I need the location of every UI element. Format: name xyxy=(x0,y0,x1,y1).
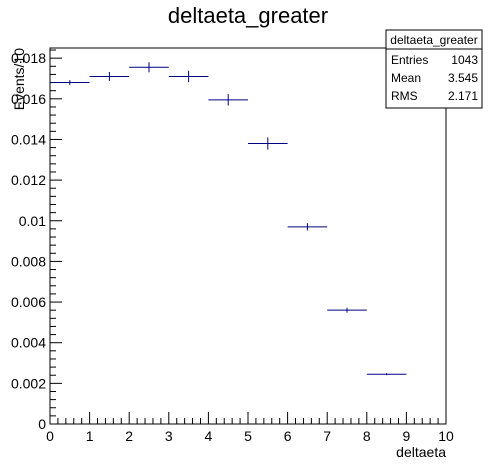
y-tick-label: 0.014 xyxy=(11,131,46,147)
data-point xyxy=(129,62,169,73)
y-tick-label: 0.006 xyxy=(11,294,46,310)
x-tick-label: 0 xyxy=(46,428,54,444)
x-tick-label: 2 xyxy=(125,428,133,444)
x-tick-label: 1 xyxy=(86,428,94,444)
stats-box-frame xyxy=(385,29,483,109)
data-point xyxy=(50,80,90,85)
data-point xyxy=(287,223,328,231)
y-tick-label: 0.012 xyxy=(11,172,46,188)
x-tick-label: 9 xyxy=(403,428,411,444)
data-point xyxy=(208,94,248,106)
stats-entries-value: 1043 xyxy=(451,53,478,67)
chart-title: deltaeta_greater xyxy=(168,3,328,28)
y-tick-label: 0.018 xyxy=(11,50,46,66)
x-axis-label: deltaeta xyxy=(396,444,446,460)
data-series xyxy=(50,62,407,376)
y-tick-label: 0.002 xyxy=(11,375,46,391)
y-axis: 0 0.002 0.004 0.006 0.008 0.01 0.012 0.014 0.016… xyxy=(11,49,62,432)
x-axis: 0 1 2 3 4 5 6 7 8 9 10 xyxy=(46,412,454,444)
stats-entries-label: Entries xyxy=(391,53,428,67)
x-tick-label: 8 xyxy=(363,428,371,444)
stats-rms-value: 2.171 xyxy=(448,89,478,103)
y-tick-label: 0 xyxy=(38,416,46,432)
y-tick-label: 0.008 xyxy=(11,253,46,269)
y-tick-label: 0.01 xyxy=(19,213,46,229)
stats-mean-label: Mean xyxy=(391,71,421,85)
y-axis-label: Events/10 xyxy=(11,48,27,110)
data-point xyxy=(366,373,407,376)
stats-mean-value: 3.545 xyxy=(448,71,478,85)
y-tick-label: 0.016 xyxy=(11,91,46,107)
data-point xyxy=(248,137,288,150)
data-point xyxy=(168,70,209,83)
data-point xyxy=(327,307,367,313)
x-tick-label: 7 xyxy=(323,428,331,444)
stats-box: deltaeta_greater Entries 1043 Mean 3.545… xyxy=(385,29,483,109)
stats-rms-label: RMS xyxy=(391,89,418,103)
data-point xyxy=(89,71,130,81)
stats-box-title: deltaeta_greater xyxy=(390,33,477,47)
y-tick-label: 0.004 xyxy=(11,335,46,351)
x-tick-label: 5 xyxy=(244,428,252,444)
x-tick-label: 4 xyxy=(205,428,213,444)
x-tick-label: 3 xyxy=(165,428,173,444)
x-tick-label: 10 xyxy=(438,428,454,444)
x-tick-label: 6 xyxy=(284,428,292,444)
